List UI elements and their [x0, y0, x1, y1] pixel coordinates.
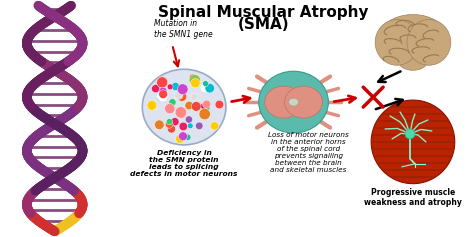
Ellipse shape [142, 69, 226, 145]
Circle shape [203, 81, 209, 87]
Circle shape [177, 92, 187, 101]
Circle shape [175, 107, 187, 118]
Circle shape [157, 93, 165, 102]
Circle shape [201, 83, 210, 92]
Ellipse shape [259, 71, 328, 133]
Ellipse shape [399, 54, 427, 70]
Circle shape [189, 74, 196, 81]
Circle shape [189, 74, 201, 86]
Circle shape [179, 132, 187, 141]
Circle shape [202, 100, 210, 108]
Text: Deficiency in
the SMN protein
leads to splicing
defects in motor neurons: Deficiency in the SMN protein leads to s… [130, 150, 238, 177]
Circle shape [179, 122, 188, 131]
Text: Progressive muscle
weakness and atrophy: Progressive muscle weakness and atrophy [364, 188, 462, 207]
Text: (SMA): (SMA) [238, 18, 290, 32]
Ellipse shape [264, 86, 302, 118]
Circle shape [405, 129, 415, 139]
Ellipse shape [375, 19, 419, 65]
Circle shape [152, 85, 160, 93]
Text: Loss of motor neurons
in the anterior horns
of the spinal cord
prevents signalli: Loss of motor neurons in the anterior ho… [268, 132, 349, 173]
Circle shape [185, 116, 192, 123]
Ellipse shape [377, 14, 449, 66]
Circle shape [191, 102, 201, 111]
Text: Mutation in
the SMN1 gene: Mutation in the SMN1 gene [154, 19, 213, 39]
Circle shape [199, 109, 210, 120]
Circle shape [195, 100, 205, 110]
Ellipse shape [284, 86, 322, 118]
Circle shape [169, 99, 176, 106]
Circle shape [204, 112, 210, 118]
Circle shape [371, 100, 455, 184]
Text: Spinal Muscular Atrophy: Spinal Muscular Atrophy [158, 5, 369, 20]
Circle shape [172, 82, 180, 91]
Circle shape [215, 100, 224, 109]
Circle shape [147, 100, 157, 110]
Circle shape [167, 84, 173, 90]
Circle shape [185, 101, 193, 110]
Circle shape [157, 91, 167, 101]
Circle shape [155, 120, 164, 129]
Circle shape [191, 78, 200, 88]
Circle shape [157, 77, 168, 88]
Circle shape [159, 87, 167, 95]
Circle shape [210, 122, 219, 130]
Circle shape [177, 84, 188, 95]
Circle shape [167, 125, 175, 133]
Ellipse shape [407, 19, 451, 65]
Circle shape [185, 134, 191, 140]
Circle shape [174, 91, 183, 99]
Circle shape [205, 83, 214, 93]
Circle shape [175, 134, 184, 143]
Circle shape [165, 120, 173, 128]
Circle shape [191, 93, 198, 100]
Circle shape [188, 123, 193, 129]
Circle shape [159, 90, 167, 99]
Circle shape [203, 104, 210, 111]
Circle shape [164, 104, 175, 114]
Circle shape [171, 118, 179, 126]
Circle shape [166, 118, 173, 125]
Ellipse shape [289, 98, 299, 106]
Circle shape [195, 122, 203, 130]
Circle shape [201, 103, 207, 109]
Circle shape [178, 111, 186, 118]
